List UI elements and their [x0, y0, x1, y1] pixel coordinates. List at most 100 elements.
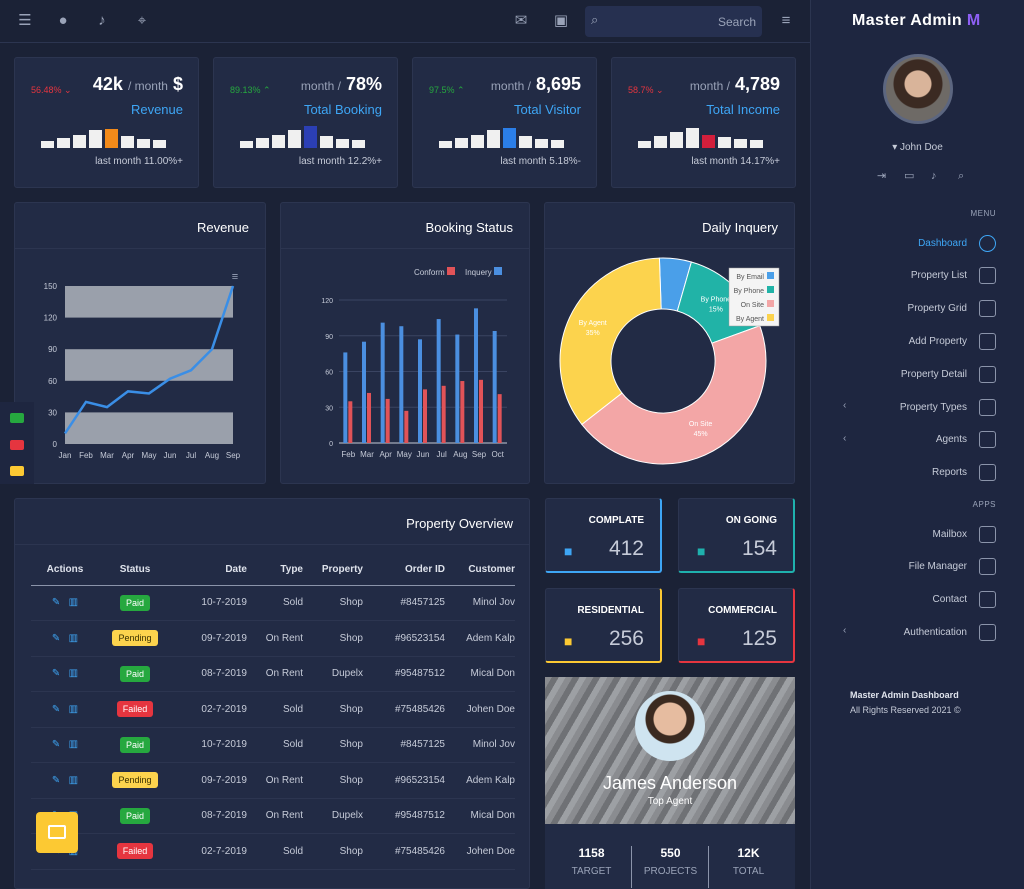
customer-cell: Mical Don [445, 798, 515, 834]
delete-icon[interactable]: ▥ [68, 597, 79, 609]
sidebar-item-property-types[interactable]: Property Types [900, 397, 996, 417]
sidebar-item-mailbox[interactable]: Mailbox [933, 524, 996, 544]
y-tick-label: 0 [53, 440, 58, 449]
column-header[interactable]: Property [303, 555, 363, 586]
home-icon [979, 398, 996, 416]
edit-icon[interactable]: ✎ [51, 632, 61, 644]
sidebar-item-authentication[interactable]: Authentication [904, 622, 996, 642]
table-row[interactable]: ✎ ▥ Pending 09-7-2019 On Rent Shop #9652… [31, 620, 515, 657]
image-icon[interactable] [10, 440, 24, 450]
column-header[interactable]: Order ID [363, 555, 445, 586]
mail-icon[interactable]: ✉ [514, 12, 528, 29]
search-input[interactable] [611, 6, 756, 37]
x-tick-label: Aug [205, 451, 219, 460]
stat-figure: month / 4,789 [690, 74, 780, 95]
delete-icon[interactable]: ▥ [68, 703, 79, 715]
column-header[interactable]: Actions [31, 555, 99, 586]
bell-icon[interactable]: ♪ [98, 12, 106, 29]
spark-bar [121, 135, 134, 148]
edit-icon[interactable]: ✎ [51, 597, 61, 609]
sidebar-item-agents[interactable]: Agents [936, 430, 996, 450]
order-id-cell: #96523154 [363, 762, 445, 799]
status-badge: Paid [119, 665, 150, 682]
calendar-icon[interactable]: ▣ [553, 12, 569, 29]
sidebar-item-property-list[interactable]: Property List [911, 266, 996, 286]
sidebar-item-property-grid[interactable]: Property Grid [908, 299, 996, 319]
sliders-icon[interactable]: ☰ [18, 12, 32, 29]
sidebar-item-add-property[interactable]: Add Property [909, 331, 996, 351]
spark-bar [503, 128, 516, 148]
sidebar-item-dashboard[interactable]: Dashboard [918, 233, 996, 253]
chat-floating-button[interactable] [36, 812, 78, 853]
logout-icon[interactable]: ⇥ [877, 170, 887, 182]
money-icon[interactable] [10, 413, 24, 423]
search-icon[interactable]: ⌕ [591, 12, 599, 27]
spark-bar [272, 134, 285, 148]
sidebar-item-label: File Manager [908, 561, 967, 573]
sidebar-item-label: Property Detail [900, 368, 967, 380]
table-row[interactable]: ✎ ▥ Paid 08-7-2019 On Rent Dupelx #95487… [31, 656, 515, 692]
stat-currency: $ [172, 74, 183, 94]
grid-icon [979, 300, 996, 318]
x-tick-label: May [397, 450, 412, 459]
table-row[interactable]: ✎ ▥ Failed 02-7-2019 Sold Shop #75485426… [31, 691, 515, 728]
spark-bar [320, 135, 333, 148]
order-id-cell: #75485426 [363, 833, 445, 870]
sidebar-item-property-detail[interactable]: Property Detail [901, 364, 996, 384]
delete-icon[interactable]: ▥ [68, 668, 79, 680]
delete-icon[interactable]: ▥ [68, 774, 79, 786]
counter-label: RESIDENTIAL [577, 605, 644, 616]
chevron-left-icon[interactable]: ‹ [843, 625, 847, 637]
chevron-left-icon[interactable]: ‹ [843, 400, 847, 411]
edit-icon[interactable]: ✎ [51, 703, 61, 715]
stat-value: 4,789 [734, 74, 780, 94]
search-icon[interactable]: ⌕ [958, 170, 965, 182]
spark-bar [718, 137, 731, 148]
table-row[interactable]: ✎ ▥ Paid 08-7-2019 On Rent Dupelx #95487… [31, 798, 515, 834]
user-avatar[interactable] [883, 54, 953, 124]
legend-swatch [767, 314, 774, 321]
bar [362, 341, 366, 443]
chart-menu-icon[interactable]: ≡ [232, 271, 238, 283]
edit-icon[interactable]: ✎ [51, 668, 61, 680]
table-row[interactable]: ✎ ▥ Paid 10-7-2019 Sold Shop #8457125 Mi… [31, 727, 515, 763]
property-table: Actions Status Date Type Property Order ID Cus… [31, 555, 515, 870]
column-header[interactable]: Customer [445, 555, 515, 586]
chevron-left-icon[interactable]: ‹ [843, 432, 847, 444]
user-icon[interactable]: ● [58, 12, 68, 29]
edit-icon[interactable]: ✎ [51, 774, 61, 786]
spark-bar [439, 141, 452, 148]
edit-icon[interactable]: ✎ [51, 739, 61, 751]
bar [367, 392, 371, 443]
column-header[interactable]: Status [99, 555, 171, 586]
column-header[interactable]: Type [247, 555, 303, 586]
pie-icon [979, 464, 996, 482]
sidebar-item-reports[interactable]: Reports [932, 463, 996, 483]
chat-icon[interactable] [10, 466, 24, 476]
column-header[interactable]: Date [171, 555, 247, 586]
delete-icon[interactable]: ▥ [68, 739, 79, 751]
brand-logo[interactable]: Master Admin M [852, 12, 981, 30]
caret-down-icon: ▾ [892, 142, 898, 153]
stat-change: 97.5% ⌃ [429, 85, 465, 96]
legend-label: Inquery [465, 268, 492, 277]
revenue-line [63, 285, 235, 435]
focus-icon[interactable]: ⌖ [137, 12, 147, 29]
spark-bar [240, 141, 253, 148]
delete-icon[interactable]: ▥ [68, 632, 79, 644]
table-row[interactable]: ✎ ▥ Failed 02-7-2019 Sold Shop #75485426… [31, 833, 515, 870]
search-box[interactable]: ⌕ [585, 6, 762, 37]
sidebar-item-file-manager[interactable]: File Manager [909, 557, 996, 577]
x-tick-label: Feb [79, 451, 93, 460]
panel-title: Revenue [15, 203, 265, 249]
table-row[interactable]: ✎ ▥ Pending 09-7-2019 On Rent Shop #9652… [31, 762, 515, 799]
table-row[interactable]: ✎ ▥ Paid 10-7-2019 Sold Shop #8457125 Mi… [31, 585, 515, 621]
menu-icon[interactable]: ≡ [781, 12, 791, 29]
stat-value: 42k [92, 74, 123, 94]
message-icon[interactable]: ▭ [904, 170, 915, 182]
user-name[interactable]: ▾ John Doe [811, 142, 1024, 153]
bell-icon[interactable]: ♪ [931, 170, 937, 182]
sidebar-item-contact[interactable]: Contact [933, 590, 996, 610]
y-tick-label: 0 [329, 441, 333, 448]
legend-label: On Site [741, 302, 764, 309]
